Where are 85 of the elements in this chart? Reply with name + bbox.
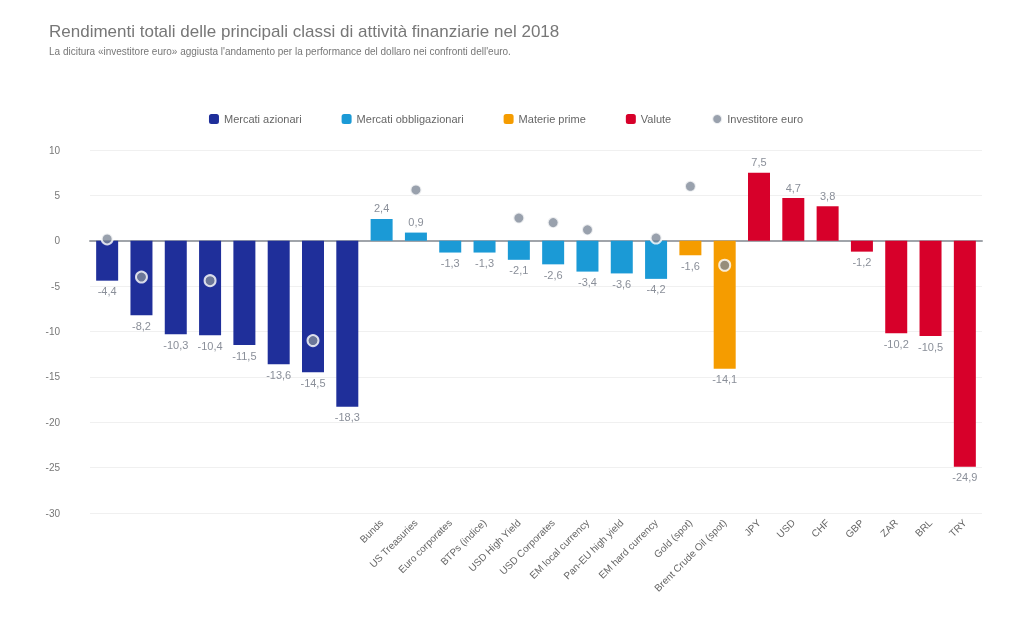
bar bbox=[679, 240, 702, 256]
chart-title: Rendimenti totali delle principali classi di attività finanziarie nel 2018 bbox=[49, 22, 560, 41]
y-tick-label: 10 bbox=[48, 144, 61, 156]
bar bbox=[782, 198, 805, 241]
data-label: -1,3 bbox=[475, 257, 495, 270]
legend-label: Valute bbox=[640, 113, 672, 125]
bar bbox=[164, 240, 187, 335]
y-tick-label: -5 bbox=[51, 280, 61, 292]
bar bbox=[96, 240, 119, 281]
data-label: -13,6 bbox=[266, 368, 292, 381]
bar bbox=[919, 240, 942, 337]
bar bbox=[816, 206, 839, 241]
point bbox=[409, 183, 423, 197]
data-label: -2,6 bbox=[543, 268, 563, 281]
bar bbox=[645, 240, 668, 279]
bar bbox=[439, 240, 462, 253]
y-tick-label: -30 bbox=[45, 507, 61, 519]
data-label: 0,9 bbox=[408, 216, 424, 229]
data-label: -10,3 bbox=[163, 338, 189, 351]
point bbox=[100, 232, 114, 246]
bar bbox=[953, 240, 976, 467]
bar bbox=[576, 240, 599, 272]
data-label: -1,2 bbox=[852, 256, 872, 269]
data-label: -2,1 bbox=[509, 264, 529, 277]
y-tick-label: -25 bbox=[45, 462, 61, 474]
point bbox=[683, 179, 697, 193]
data-label: -11,5 bbox=[232, 349, 257, 362]
point bbox=[718, 258, 732, 272]
bar bbox=[199, 240, 222, 336]
point bbox=[306, 334, 320, 348]
data-label: -14,1 bbox=[712, 373, 738, 386]
data-label: 3,8 bbox=[819, 189, 836, 202]
x-tick-label: JPY bbox=[742, 516, 764, 538]
bar bbox=[370, 218, 393, 241]
legend-label: Materie prime bbox=[518, 113, 586, 125]
bar bbox=[610, 240, 633, 274]
bar bbox=[302, 240, 324, 373]
data-label: -1,3 bbox=[440, 257, 460, 270]
x-tick-label: USD bbox=[774, 517, 798, 540]
y-tick-label: -15 bbox=[45, 371, 61, 383]
x-tick-label: BRL bbox=[912, 516, 935, 539]
data-label: -1,6 bbox=[680, 259, 700, 272]
data-label: -4,4 bbox=[97, 285, 117, 298]
y-tick-label: -10 bbox=[45, 326, 61, 337]
bar bbox=[885, 240, 908, 334]
data-label: -10,2 bbox=[883, 337, 909, 350]
data-label: 2,4 bbox=[373, 202, 390, 215]
bar bbox=[713, 240, 736, 369]
data-label: 7,5 bbox=[751, 156, 767, 169]
x-tick-label: ZAR bbox=[878, 517, 901, 540]
bar bbox=[404, 232, 427, 241]
data-label: -3,6 bbox=[612, 277, 632, 290]
data-label: 4,7 bbox=[785, 181, 801, 194]
bar bbox=[507, 240, 530, 260]
bar bbox=[850, 240, 873, 252]
y-tick-label: 5 bbox=[54, 189, 61, 201]
y-tick-label: -20 bbox=[45, 416, 61, 428]
x-tick-label: TRY bbox=[946, 516, 969, 539]
data-label: -4,2 bbox=[646, 283, 666, 296]
chart-subtitle: La dicitura «investitore euro» aggiusta l'andamento per la performance del dollaro nei confronti dell'euro. bbox=[49, 45, 511, 57]
legend-label: Investitore euro bbox=[727, 113, 804, 125]
point bbox=[580, 223, 594, 237]
data-label: -18,3 bbox=[334, 411, 360, 424]
point bbox=[649, 231, 663, 245]
data-label: -8,2 bbox=[131, 319, 151, 332]
data-label: -10,5 bbox=[918, 340, 944, 353]
data-label: -3,4 bbox=[577, 276, 597, 289]
legend-label: Mercati azionari bbox=[223, 113, 302, 125]
point bbox=[134, 270, 148, 284]
legend-label: Mercati obbligazionari bbox=[356, 113, 464, 125]
bar bbox=[130, 240, 153, 316]
x-tick-label: GBP bbox=[843, 516, 867, 540]
point bbox=[203, 274, 217, 288]
bar bbox=[233, 240, 256, 346]
y-tick-label: 0 bbox=[54, 235, 61, 247]
data-label: -24,9 bbox=[952, 471, 978, 484]
bar bbox=[267, 240, 290, 365]
bar bbox=[748, 172, 770, 241]
data-label: -14,5 bbox=[300, 376, 326, 389]
bar bbox=[336, 240, 359, 407]
bar bbox=[473, 240, 496, 253]
bar bbox=[542, 240, 565, 265]
data-label: -10,4 bbox=[197, 339, 223, 352]
point bbox=[546, 216, 560, 230]
point bbox=[512, 211, 526, 225]
